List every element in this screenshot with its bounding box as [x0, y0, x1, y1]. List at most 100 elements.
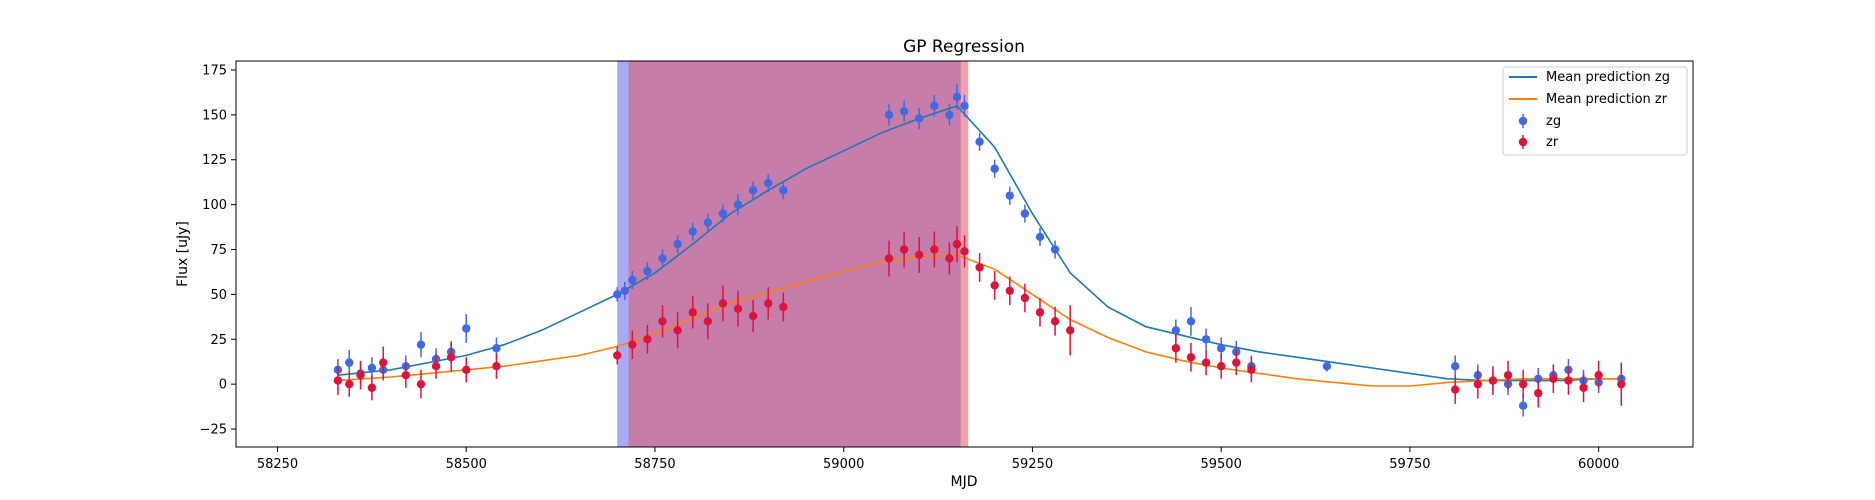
x-tick-label: 58250 [257, 457, 298, 472]
data-point [1186, 353, 1196, 362]
series-points-zr [333, 226, 1626, 408]
y-tick-label: 0 [219, 378, 227, 393]
y-axis-label: Flux [uJy] [175, 221, 191, 287]
y-tick-label: 100 [202, 198, 227, 213]
x-axis: 58250 58500 58750 59000 59250 59500 59750 60000 [257, 447, 1619, 472]
data-point [643, 266, 652, 276]
y-tick-label: 75 [210, 243, 227, 258]
data-point [764, 178, 773, 188]
data-point [1579, 383, 1588, 392]
data-point [718, 299, 728, 308]
data-point [643, 335, 652, 344]
legend-label-zr-mean: Mean prediction zr [1546, 92, 1668, 107]
data-point [1216, 344, 1226, 353]
data-point [779, 302, 788, 312]
x-tick-label: 59750 [1389, 457, 1430, 472]
data-point [673, 326, 682, 335]
x-tick-label: 60000 [1578, 457, 1619, 472]
data-point [462, 365, 471, 374]
data-point [748, 186, 758, 195]
data-point [1050, 317, 1060, 326]
y-tick-label: −25 [200, 423, 227, 438]
data-point [613, 351, 622, 360]
data-point [613, 290, 622, 299]
data-point [960, 101, 969, 111]
data-point [945, 254, 954, 263]
x-tick-label: 59000 [823, 457, 864, 472]
x-tick-label: 58500 [446, 457, 487, 472]
data-point [1450, 385, 1460, 394]
y-tick-label: 50 [210, 288, 227, 303]
data-point [1518, 401, 1528, 410]
data-point [764, 299, 773, 308]
y-tick-label: 150 [202, 108, 227, 123]
data-point [367, 363, 377, 373]
plot-frame [235, 60, 1694, 448]
data-point [703, 218, 713, 227]
data-point [345, 358, 354, 367]
data-point [703, 317, 713, 326]
x-tick-label: 58750 [634, 457, 675, 472]
shaded-region-1 [628, 61, 969, 447]
data-point [1534, 388, 1543, 398]
data-point [658, 254, 667, 263]
y-axis: −25 0 25 50 75 100 125 150 175 [200, 63, 236, 438]
data-point [345, 379, 354, 389]
data-point [379, 358, 388, 367]
data-point [1503, 370, 1513, 380]
data-point [1232, 358, 1241, 367]
data-point [1050, 245, 1060, 254]
x-axis-label: MJD [951, 474, 978, 490]
data-point [975, 263, 984, 272]
data-point [1473, 379, 1483, 389]
data-point [960, 247, 969, 256]
data-point [1518, 379, 1528, 389]
x-tick-label: 59500 [1200, 457, 1241, 472]
data-point [446, 353, 456, 362]
data-point [945, 110, 954, 120]
data-point [1617, 379, 1626, 389]
data-point [688, 227, 697, 236]
data-point [431, 362, 441, 371]
data-point [915, 250, 924, 260]
data-point [1322, 362, 1332, 371]
series-line-mean-prediction-zr [337, 254, 1622, 387]
data-point [1035, 308, 1045, 317]
legend-label-zg-mean: Mean prediction zg [1546, 70, 1670, 85]
data-point [899, 107, 909, 116]
data-point [1564, 376, 1573, 385]
legend-zr-marker [1518, 135, 1528, 149]
data-point [1488, 376, 1498, 385]
series-layer [333, 84, 1626, 417]
data-point [930, 101, 939, 111]
data-point [733, 304, 743, 313]
legend-label-zr: zr [1546, 135, 1559, 150]
data-point [1549, 374, 1558, 383]
data-point [930, 245, 939, 254]
data-point [333, 376, 343, 385]
data-point [1171, 344, 1181, 353]
data-point [975, 137, 984, 146]
data-point [990, 164, 999, 173]
data-point [658, 317, 667, 326]
data-point [416, 340, 426, 349]
data-point [884, 110, 894, 120]
data-point [718, 209, 728, 218]
plot-area [235, 60, 1694, 448]
data-point [915, 114, 924, 123]
data-point [492, 362, 501, 371]
data-point [1247, 365, 1256, 374]
data-point [990, 281, 999, 290]
data-point [356, 370, 365, 380]
data-point [1005, 286, 1014, 296]
data-point [1020, 209, 1030, 218]
data-point [628, 275, 637, 285]
data-point [952, 92, 962, 102]
data-point [1020, 293, 1030, 303]
data-point [628, 340, 637, 349]
data-point [401, 370, 411, 380]
data-point [779, 186, 788, 195]
data-point [1065, 326, 1075, 335]
data-point [416, 379, 426, 389]
data-point [1171, 326, 1181, 335]
